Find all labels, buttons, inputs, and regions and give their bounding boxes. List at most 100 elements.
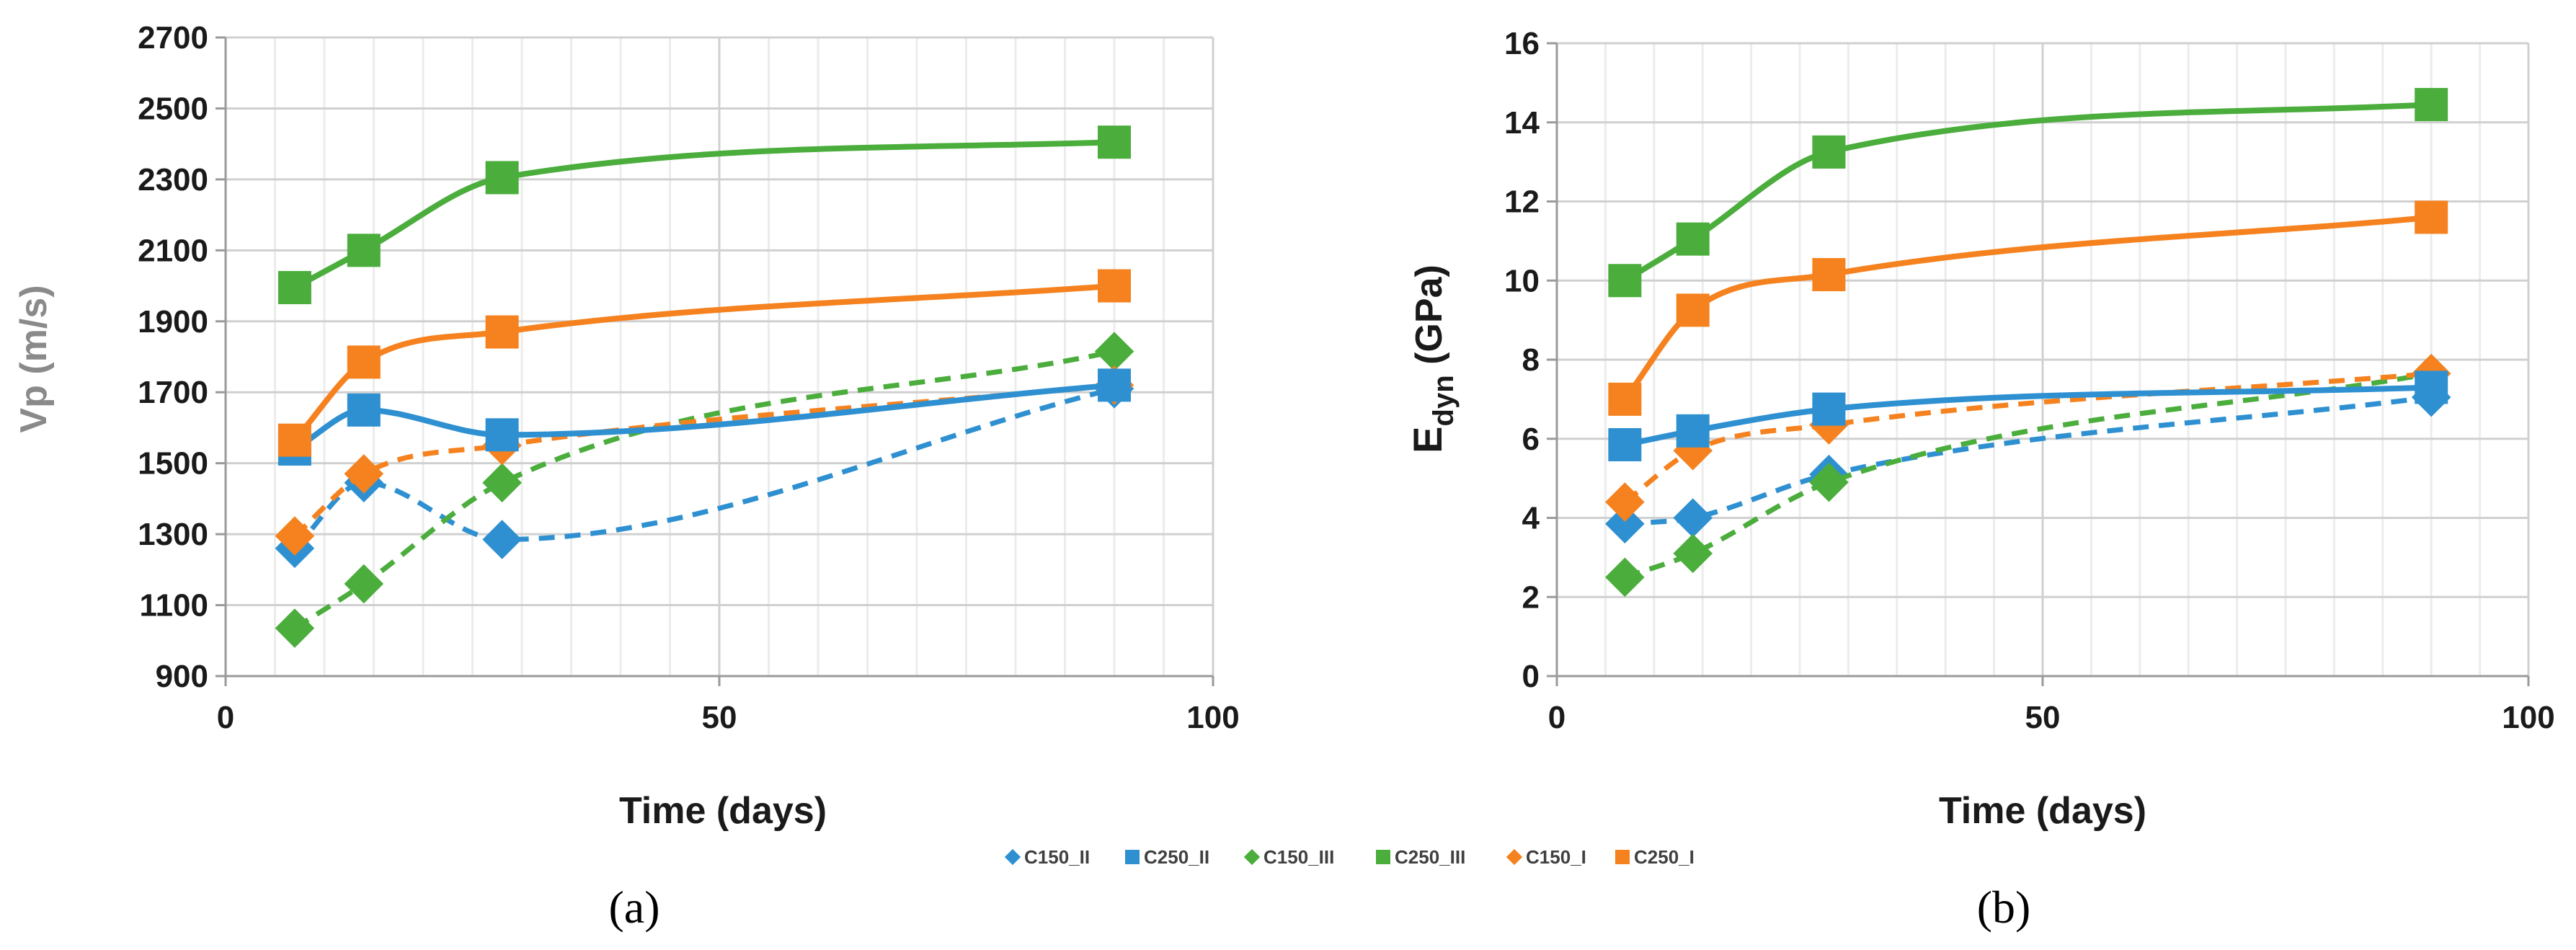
- data-point-c150-i: [1605, 482, 1645, 522]
- y-tick-label: 1100: [140, 588, 208, 623]
- series-line-c150-ii: [293, 386, 1115, 551]
- data-point-c250-i: [1098, 269, 1131, 303]
- legend-label-c250-i: C250_I: [1634, 846, 1695, 868]
- y-axis-title-b-unit: (GPa): [1408, 265, 1450, 375]
- legend-label-c150-i: C150_I: [1526, 846, 1586, 868]
- data-point-c250-i: [2415, 200, 2448, 234]
- data-point-c250-ii: [1608, 427, 1642, 461]
- x-tick-label: 50: [702, 700, 737, 735]
- y-tick-label: 6: [1522, 422, 1540, 457]
- y-tick-label: 1300: [138, 517, 208, 552]
- y-tick-label: 12: [1504, 185, 1540, 220]
- series-c150-ii: [275, 369, 1134, 569]
- data-point-c150-i: [344, 454, 384, 494]
- data-point-c150-ii: [482, 520, 522, 559]
- y-tick-label: 2: [1522, 580, 1540, 615]
- legend-marker-c150-iii: [1243, 848, 1261, 866]
- y-axis-title-a: Vp (m/s): [13, 285, 55, 432]
- series-c250-iii: [277, 125, 1131, 305]
- x-tick-label: 100: [2502, 700, 2554, 735]
- y-tick-label: 900: [156, 659, 208, 694]
- data-point-c250-ii: [1676, 414, 1710, 448]
- legend-label-c150-iii: C150_III: [1263, 846, 1334, 868]
- data-point-c250-iii: [1812, 135, 1846, 169]
- y-tick-label: 2500: [138, 91, 208, 126]
- legend-item-c150-i: C150_I: [1506, 846, 1586, 868]
- data-point-c250-i: [1676, 293, 1710, 327]
- x-axis-title-b: Time (days): [1939, 790, 2146, 832]
- data-point-c250-ii: [2415, 370, 2448, 404]
- series-c250-i: [1608, 200, 2448, 416]
- data-point-c250-iii: [1608, 264, 1642, 298]
- y-tick-label: 16: [1504, 26, 1540, 61]
- data-point-c250-iii: [1098, 125, 1131, 159]
- x-tick-label: 0: [217, 700, 234, 735]
- panel-label-b: (b): [1977, 882, 2031, 933]
- series-c150-iii: [275, 332, 1134, 648]
- chart-panel-a: 900 1100 1300 1500 1700 1900 2100 2300 2500 2700 0…: [138, 20, 1240, 735]
- y-tick-label: 14: [1504, 105, 1540, 141]
- data-point-c250-i: [347, 345, 381, 379]
- data-point-c250-ii: [1812, 392, 1846, 426]
- data-point-c250-i: [485, 315, 519, 349]
- series-line-c250-i: [1622, 214, 2435, 402]
- legend-item-c250-ii: C250_II: [1125, 846, 1209, 868]
- data-point-c250-iii: [2415, 88, 2448, 122]
- y-axis-title-b-sub: dyn: [1428, 375, 1460, 426]
- data-point-c150-iii: [344, 564, 384, 604]
- legend-label-c250-ii: C250_II: [1144, 846, 1209, 868]
- y-tick-label: 10: [1504, 263, 1540, 298]
- series-line-c150-i: [1623, 370, 2432, 505]
- legend-label-c150-ii: C150_II: [1024, 846, 1090, 868]
- data-point-c150-iii: [1605, 557, 1645, 598]
- y-axis-title-b-main: E: [1405, 426, 1450, 453]
- x-tick-label: 50: [2025, 700, 2061, 735]
- data-point-c250-ii: [485, 418, 519, 452]
- panel-label-a: (a): [608, 882, 659, 933]
- legend: C150_II C250_II C150_III C250_III C150_I C250…: [1004, 846, 1695, 868]
- series-c250-ii: [1608, 370, 2448, 461]
- y-tick-label: 2100: [138, 233, 208, 268]
- y-tick-label: 0: [1522, 659, 1540, 694]
- data-point-c250-i: [1608, 382, 1642, 416]
- series-c250-i: [277, 269, 1131, 457]
- legend-item-c150-iii: C150_III: [1243, 846, 1334, 868]
- data-point-c150-iii: [482, 463, 522, 503]
- legend-marker-c250-i: [1615, 850, 1630, 864]
- series-line-c150-iii: [293, 349, 1115, 631]
- y-tick-label: 1700: [138, 375, 208, 410]
- y-tick-label: 1500: [138, 446, 208, 481]
- series-c250-iii: [1608, 88, 2448, 298]
- x-tick-label: 100: [1186, 700, 1239, 735]
- legend-label-c250-iii: C250_III: [1395, 846, 1465, 868]
- data-point-c150-iii: [1673, 533, 1713, 574]
- data-point-c250-i: [277, 423, 311, 457]
- data-point-c250-iii: [277, 271, 311, 305]
- series-line-c150-ii: [1625, 394, 2432, 527]
- data-point-c150-iii: [1809, 462, 1849, 502]
- data-point-c150-iii: [1094, 332, 1134, 371]
- y-tick-label: 2700: [138, 20, 208, 56]
- series-line-c250-iii: [1622, 102, 2435, 284]
- y-tick-label: 2300: [138, 162, 208, 197]
- data-point-c250-ii: [1098, 368, 1131, 402]
- data-point-c250-iii: [347, 234, 381, 267]
- data-point-c150-iii: [275, 608, 315, 648]
- legend-item-c150-ii: C150_II: [1004, 846, 1090, 868]
- legend-marker-c150-ii: [1004, 848, 1021, 866]
- chart-panel-b: 0 2 4 6 8 10 12 14 16 0 50 100: [1504, 26, 2555, 735]
- y-tick-label: 4: [1522, 501, 1540, 536]
- data-point-c150-ii: [1605, 504, 1645, 544]
- data-point-c250-ii: [347, 393, 381, 427]
- data-point-c250-iii: [485, 161, 519, 195]
- data-point-c150-ii: [1673, 498, 1713, 538]
- data-point-c250-iii: [1676, 222, 1710, 256]
- x-tick-label: 0: [1548, 700, 1565, 735]
- y-tick-label: 8: [1522, 342, 1540, 378]
- legend-item-c250-i: C250_I: [1615, 846, 1695, 868]
- y-tick-label: 1900: [138, 304, 208, 339]
- data-point-c150-i: [275, 516, 315, 556]
- legend-marker-c250-ii: [1125, 850, 1140, 864]
- legend-marker-c250-iii: [1376, 850, 1390, 864]
- x-axis-title-a: Time (days): [619, 790, 827, 832]
